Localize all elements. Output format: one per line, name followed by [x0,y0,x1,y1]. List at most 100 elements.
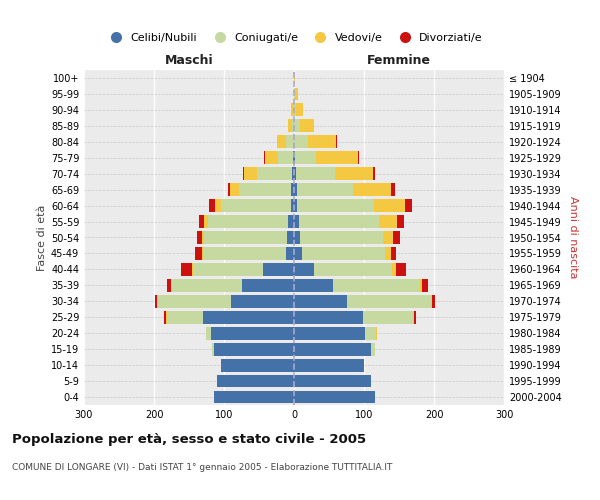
Bar [379,215,397,228]
Bar [290,199,294,212]
Bar [294,390,374,404]
Bar [215,199,221,212]
Bar [228,184,230,196]
Bar [294,120,299,132]
Bar [432,295,436,308]
Bar [397,215,404,228]
Bar [353,184,391,196]
Bar [392,263,395,276]
Bar [296,168,335,180]
Bar [203,311,294,324]
Bar [336,136,337,148]
Bar [244,168,257,180]
Bar [289,215,294,228]
Bar [294,72,295,85]
Bar [194,247,202,260]
Bar [292,120,294,132]
Bar [155,295,157,308]
Bar [291,104,293,117]
Bar [214,343,294,355]
Text: COMUNE DI LONGARE (VI) - Dati ISTAT 1° gennaio 2005 - Elaborazione TUTTITALIA.IT: COMUNE DI LONGARE (VI) - Dati ISTAT 1° g… [12,462,392,471]
Bar [296,104,303,117]
Bar [394,231,400,244]
Bar [294,215,299,228]
Bar [294,295,347,308]
Bar [164,311,166,324]
Bar [332,279,420,291]
Bar [167,279,171,291]
Bar [287,231,294,244]
Text: Femmine: Femmine [367,54,431,67]
Bar [431,295,432,308]
Bar [376,327,377,340]
Bar [193,263,263,276]
Bar [294,374,371,388]
Bar [302,247,385,260]
Bar [301,231,383,244]
Bar [289,120,292,132]
Bar [192,263,193,276]
Bar [406,199,412,212]
Bar [374,199,406,212]
Bar [217,374,294,388]
Bar [263,263,294,276]
Bar [299,120,314,132]
Bar [295,88,298,101]
Bar [295,152,316,164]
Bar [383,231,394,244]
Bar [211,327,294,340]
Y-axis label: Fasce di età: Fasce di età [37,204,47,270]
Bar [241,279,294,291]
Bar [167,311,203,324]
Bar [362,311,413,324]
Bar [294,327,365,340]
Bar [294,343,371,355]
Bar [316,152,358,164]
Text: Maschi: Maschi [164,54,214,67]
Bar [277,136,286,148]
Bar [208,215,289,228]
Bar [181,263,192,276]
Bar [294,247,302,260]
Bar [230,184,239,196]
Bar [293,152,294,164]
Y-axis label: Anni di nascita: Anni di nascita [568,196,578,279]
Bar [294,199,297,212]
Bar [286,247,294,260]
Bar [231,295,294,308]
Bar [294,311,362,324]
Bar [294,279,332,291]
Bar [414,311,416,324]
Bar [420,279,422,291]
Bar [294,168,296,180]
Bar [395,263,406,276]
Bar [371,343,374,355]
Bar [202,231,205,244]
Bar [172,279,241,291]
Bar [205,215,208,228]
Bar [347,295,431,308]
Bar [294,231,301,244]
Bar [335,168,373,180]
Bar [294,104,296,117]
Bar [365,327,376,340]
Bar [203,247,286,260]
Bar [212,343,214,355]
Bar [264,152,265,164]
Bar [422,279,428,291]
Bar [265,152,278,164]
Bar [294,184,297,196]
Bar [257,168,292,180]
Bar [197,231,202,244]
Bar [294,136,308,148]
Legend: Celibi/Nubili, Coniugati/e, Vedovi/e, Divorziati/e: Celibi/Nubili, Coniugati/e, Vedovi/e, Di… [101,28,487,48]
Bar [171,279,172,291]
Bar [202,247,203,260]
Bar [292,168,294,180]
Bar [221,358,294,372]
Bar [291,184,294,196]
Bar [373,168,375,180]
Bar [214,390,294,404]
Bar [243,168,244,180]
Bar [413,311,414,324]
